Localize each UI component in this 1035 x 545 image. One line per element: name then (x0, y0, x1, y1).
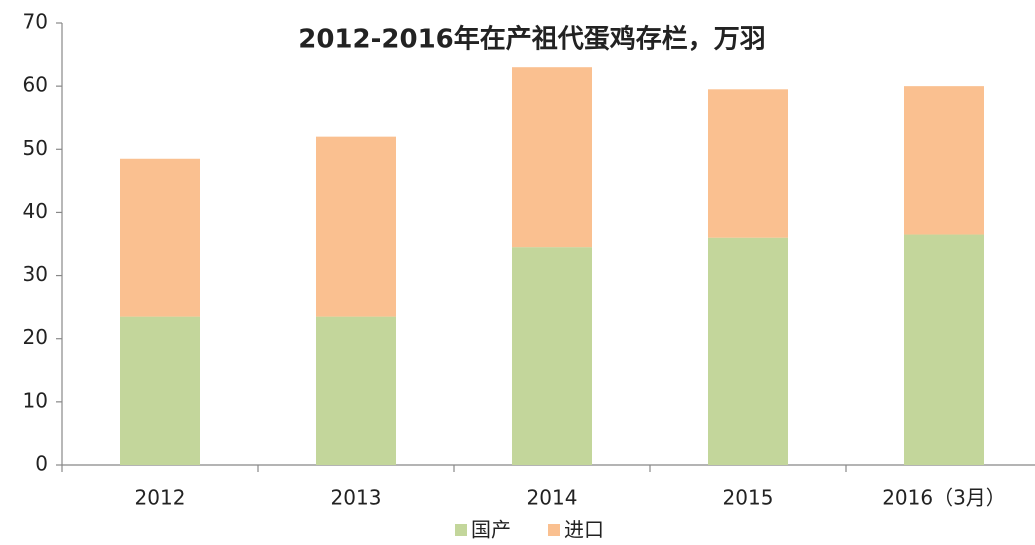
legend-swatch (548, 524, 560, 536)
legend-label: 国产 (471, 518, 511, 542)
x-tick-label: 2016（3月） (882, 486, 1006, 510)
y-tick-label: 70 (23, 10, 48, 34)
legend-swatch (455, 524, 467, 536)
y-tick-label: 40 (23, 199, 48, 223)
bar-segment (708, 237, 788, 465)
y-tick-label: 50 (23, 136, 48, 160)
y-tick-label: 60 (23, 73, 48, 97)
x-tick-label: 2015 (723, 486, 774, 510)
chart-title: 2012-2016年在产祖代蛋鸡存栏，万羽 (298, 24, 766, 55)
y-tick-label: 10 (23, 388, 48, 412)
bar-segment (120, 158, 200, 317)
bar-segment (316, 316, 396, 465)
x-tick-label: 2014 (527, 486, 578, 510)
legend-label: 进口 (564, 518, 604, 542)
y-tick-label: 0 (35, 452, 48, 476)
bar-segment (708, 89, 788, 238)
bar-segment (316, 136, 396, 317)
bar-segment (904, 234, 984, 465)
bar-segment (120, 316, 200, 465)
bar-segment (512, 247, 592, 465)
y-tick-label: 20 (23, 325, 48, 349)
x-tick-label: 2012 (135, 486, 186, 510)
bar-segment (904, 86, 984, 235)
y-tick-label: 30 (23, 262, 48, 286)
bar-segment (512, 67, 592, 248)
x-tick-label: 2013 (331, 486, 382, 510)
